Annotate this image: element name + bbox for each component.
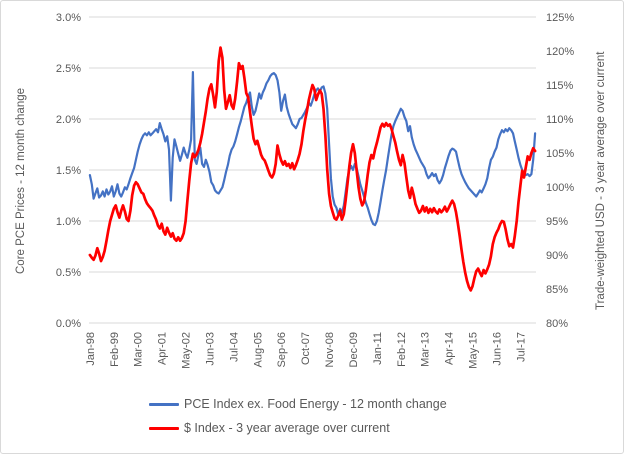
svg-text:Apr-14: Apr-14 — [444, 332, 456, 365]
svg-text:Mar-13: Mar-13 — [420, 332, 432, 367]
svg-text:Oct-07: Oct-07 — [300, 332, 312, 365]
svg-text:2.0%: 2.0% — [56, 114, 81, 126]
svg-text:0.5%: 0.5% — [56, 267, 81, 279]
svg-text:Sep-06: Sep-06 — [276, 332, 288, 367]
svg-text:May-15: May-15 — [468, 332, 480, 369]
svg-text:Jun-03: Jun-03 — [204, 332, 216, 366]
svg-text:May-02: May-02 — [181, 332, 193, 369]
svg-text:2.5%: 2.5% — [56, 63, 81, 75]
svg-text:0.0%: 0.0% — [56, 318, 81, 330]
legend: PCE Index ex. Food Energy - 12 month cha… — [149, 397, 447, 435]
svg-text:Jun-16: Jun-16 — [491, 332, 503, 366]
pce-series-swatch-icon — [149, 402, 179, 406]
legend-label-dollar-index: $ Index - 3 year average over current — [184, 421, 390, 435]
svg-text:Mar-00: Mar-00 — [133, 332, 145, 367]
svg-text:115%: 115% — [546, 80, 574, 92]
svg-text:105%: 105% — [546, 148, 574, 160]
svg-text:125%: 125% — [546, 12, 574, 24]
svg-text:1.5%: 1.5% — [56, 165, 81, 177]
svg-text:110%: 110% — [546, 114, 574, 126]
svg-text:Nov-08: Nov-08 — [324, 332, 336, 367]
svg-text:Jul-04: Jul-04 — [228, 332, 240, 362]
left-axis-title: Core PCE Prices - 12 month change — [15, 88, 27, 275]
svg-text:Jan-11: Jan-11 — [372, 332, 384, 365]
dollar-index-series-swatch-icon — [149, 426, 179, 430]
svg-text:85%: 85% — [546, 284, 568, 296]
svg-text:Apr-01: Apr-01 — [157, 332, 169, 365]
legend-item-pce: PCE Index ex. Food Energy - 12 month cha… — [149, 397, 447, 411]
svg-text:120%: 120% — [546, 46, 574, 58]
svg-text:1.0%: 1.0% — [56, 216, 81, 228]
legend-item-dollar-index: $ Index - 3 year average over current — [149, 421, 447, 435]
svg-text:Jul-17: Jul-17 — [515, 332, 527, 362]
right-axis-title: Trade-weighted USD - 3 year average over… — [595, 51, 607, 311]
svg-text:80%: 80% — [546, 318, 568, 330]
legend-label-pce: PCE Index ex. Food Energy - 12 month cha… — [184, 397, 447, 411]
svg-text:3.0%: 3.0% — [56, 12, 81, 24]
svg-text:Dec-09: Dec-09 — [348, 332, 360, 367]
svg-text:Jan-98: Jan-98 — [85, 332, 97, 366]
svg-text:Feb-12: Feb-12 — [396, 332, 408, 367]
svg-text:90%: 90% — [546, 250, 568, 262]
svg-text:Feb-99: Feb-99 — [109, 332, 121, 367]
svg-text:Aug-05: Aug-05 — [252, 332, 264, 367]
svg-text:100%: 100% — [546, 182, 574, 194]
svg-text:95%: 95% — [546, 216, 568, 228]
